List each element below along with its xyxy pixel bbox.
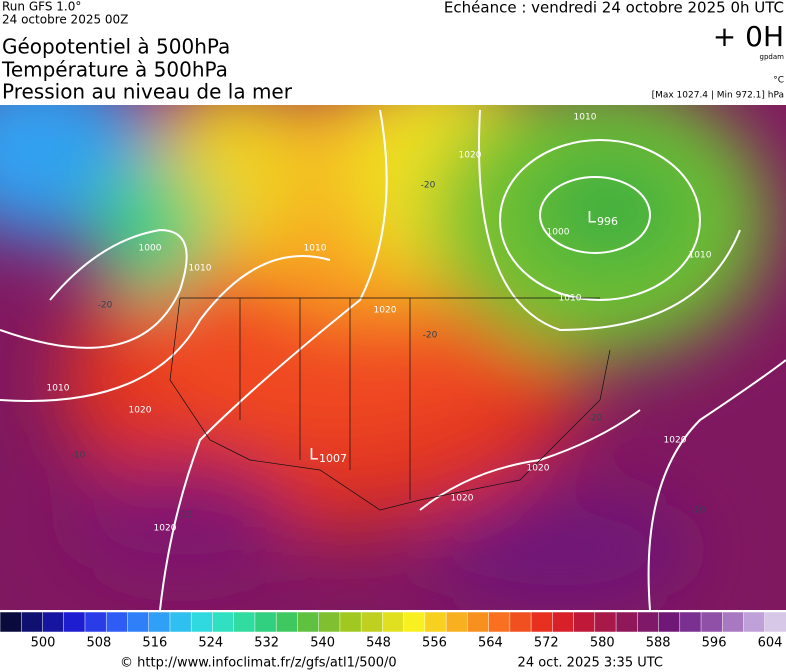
contour-label: 1020 — [459, 151, 482, 161]
contour-label: 1010 — [574, 113, 597, 123]
colorbar-swatch — [594, 611, 617, 633]
contour-label: -10 — [691, 506, 706, 516]
forecast: Echéance : vendredi 24 octobre 2025 0h U… — [444, 0, 784, 17]
colorbar-swatch — [615, 611, 639, 633]
colorbar-swatch — [42, 611, 65, 633]
colorbar-swatch — [233, 611, 256, 633]
run-date: 24 octobre 2025 00Z — [2, 13, 128, 27]
colorbar-label: 516 — [142, 636, 167, 651]
colorbar-label: 532 — [254, 636, 279, 651]
colorbar-swatch — [679, 611, 702, 633]
contour-label: 1010 — [189, 264, 212, 274]
colorbar-swatch — [148, 611, 171, 633]
colorbar-swatch — [254, 611, 277, 633]
lead-time: + 0H — [713, 20, 784, 53]
colorbar-swatch — [169, 611, 192, 633]
contour-label: 1010 — [689, 251, 712, 261]
colorbar-label: 588 — [646, 636, 671, 651]
contour-label: 1020 — [129, 406, 152, 416]
title: Température à 500hPa — [1, 58, 228, 82]
colorbar-label: 564 — [478, 636, 503, 651]
colorbar-swatch — [488, 611, 511, 633]
colorbar-swatch — [637, 611, 660, 633]
colorbar-swatch — [573, 611, 596, 633]
contour-label: 1000 — [547, 228, 570, 238]
colorbar-swatch — [552, 611, 575, 633]
colorbar-label: 540 — [310, 636, 335, 651]
colorbar-swatch — [84, 611, 107, 633]
contour-label: 1000 — [139, 244, 162, 254]
contour-label: 1020 — [527, 464, 550, 474]
contour-label: 1010 — [559, 294, 582, 304]
contour-label: -20 — [98, 301, 113, 311]
pressure-symbol: L — [309, 445, 318, 464]
contour-label: 1020 — [154, 524, 177, 534]
colorbar-swatch — [212, 611, 235, 633]
colorbar-swatch — [105, 611, 129, 633]
colorbar-swatch — [403, 611, 426, 633]
colorbar-swatch — [127, 611, 150, 633]
colorbar-label: 580 — [590, 636, 615, 651]
contour-label: -20 — [421, 181, 436, 191]
contour-label: 1010 — [47, 384, 70, 394]
contour-label: 1020 — [451, 494, 474, 504]
colorbar-swatch — [658, 611, 681, 633]
title: Pression au niveau de la mer — [2, 80, 293, 104]
contour-label: -20 — [423, 331, 438, 341]
colorbar-label: 524 — [198, 636, 223, 651]
map-labels: 1010 1020 1000 1010 1010 1020 1010 1000 1010 1010… — [47, 113, 712, 534]
contour-label: 1020 — [664, 436, 687, 446]
footer-time: 24 oct. 2025 3:35 UTC — [518, 656, 663, 671]
colorbar-swatch — [722, 611, 745, 633]
colorbar-swatch — [190, 611, 214, 633]
pressure-range: [Max 1027.4 | Min 972.1] hPa — [652, 91, 784, 101]
contour-label: -10 — [178, 511, 193, 521]
colorbar-swatch — [700, 611, 724, 633]
colorbar-swatch — [445, 611, 469, 633]
title: Géopotentiel à 500hPa — [2, 35, 230, 59]
colorbar-label: 604 — [758, 636, 783, 651]
colorbar-label: 548 — [366, 636, 391, 651]
run-label: Run GFS 1.0° — [2, 0, 81, 14]
colorbar-label: 572 — [534, 636, 559, 651]
colorbar-label: 508 — [87, 636, 112, 651]
borders — [169, 297, 611, 511]
unit: °C — [773, 76, 784, 86]
colorbar-swatch — [467, 611, 490, 633]
colorbar-swatch — [382, 611, 405, 633]
colorbar-swatch — [509, 611, 532, 633]
colorbar-swatch — [20, 611, 44, 633]
contour-label: -20 — [588, 414, 603, 424]
colorbar-swatch — [764, 611, 786, 633]
colorbar-swatch — [743, 611, 766, 633]
contour-label: 1020 — [374, 306, 397, 316]
colorbar-label: 556 — [422, 636, 447, 651]
colorbar-swatch — [424, 611, 447, 633]
contour-label: 1010 — [304, 244, 327, 254]
map — [0, 105, 786, 610]
colorbar: 500 508 516 524 532 540 548 556 564 572 580 588 596 6… — [0, 611, 786, 651]
pressure-value: 1007 — [319, 452, 347, 465]
colorbar-swatch — [63, 611, 86, 633]
pressure-symbol: L — [587, 208, 596, 227]
unit: gpdam — [760, 53, 785, 61]
colorbar-swatch — [339, 611, 362, 633]
colorbar-swatch — [530, 611, 554, 633]
colorbar-swatch — [297, 611, 320, 633]
colorbar-swatch — [318, 611, 341, 633]
pressure-value: 996 — [597, 215, 618, 228]
colorbar-swatch — [0, 611, 22, 633]
colorbar-label: 500 — [31, 636, 56, 651]
colorbar-label: 596 — [702, 636, 727, 651]
colorbar-swatch — [360, 611, 384, 633]
contour-label: -10 — [71, 451, 86, 461]
colorbar-swatch — [275, 611, 299, 633]
footer-url: © http://www.infoclimat.fr/z/gfs/atl1/50… — [120, 656, 397, 671]
